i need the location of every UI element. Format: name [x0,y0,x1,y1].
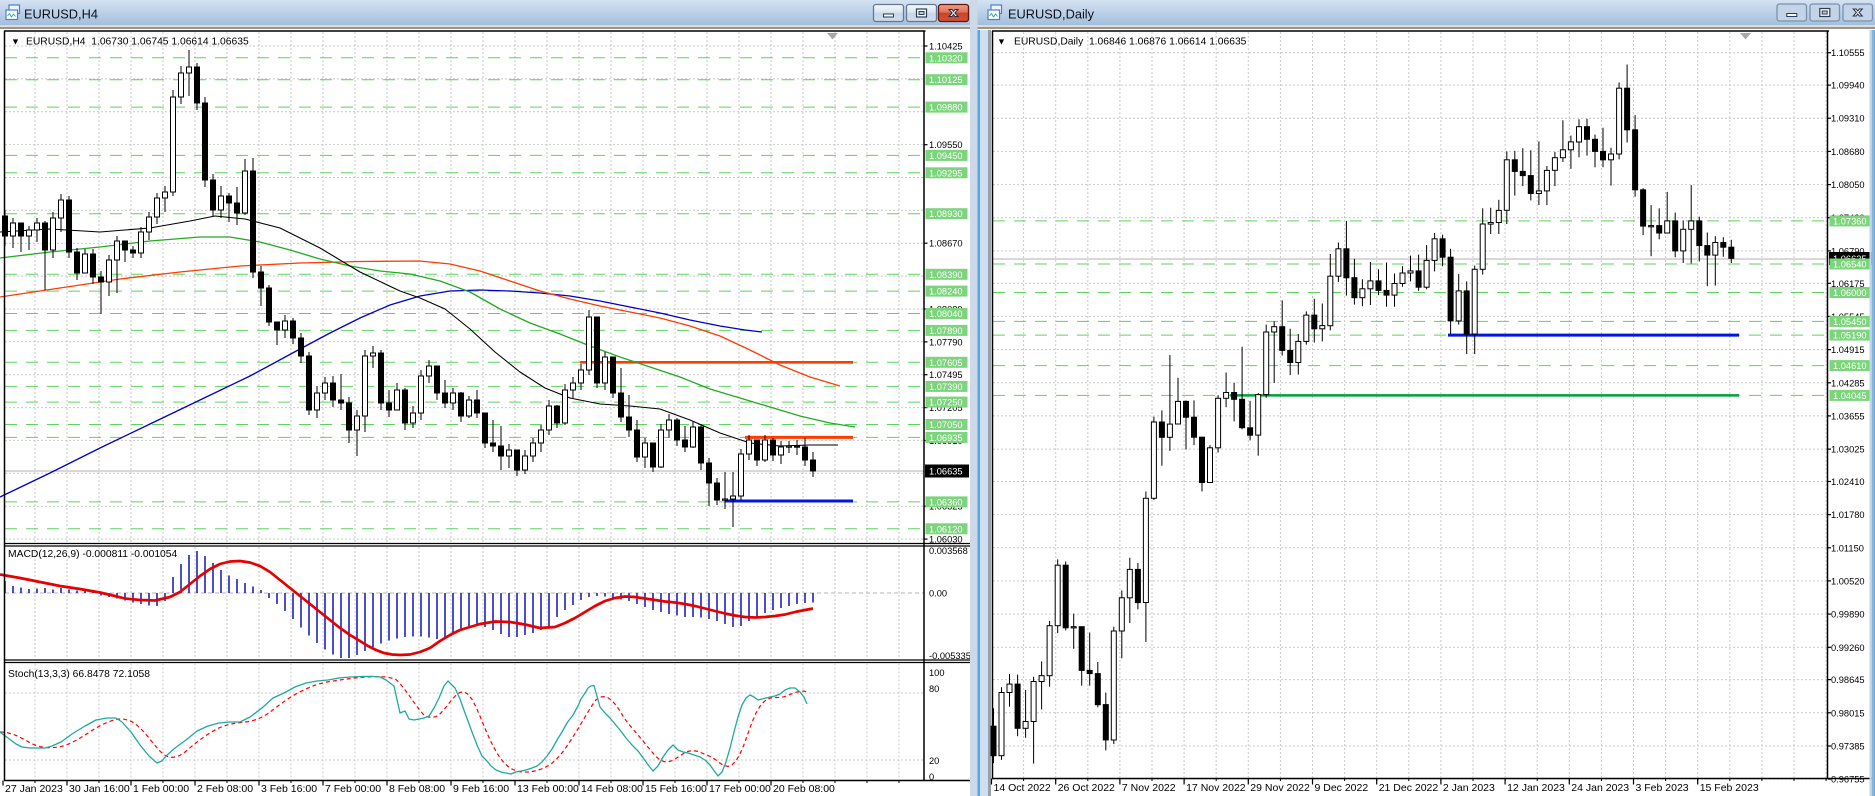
svg-text:30 Jan 16:00: 30 Jan 16:00 [69,783,130,795]
svg-text:1.10555: 1.10555 [1831,48,1865,58]
svg-text:14 Oct 2022: 14 Oct 2022 [994,782,1051,794]
svg-text:1.07390: 1.07390 [929,382,963,392]
svg-text:1.07250: 1.07250 [929,398,963,408]
svg-text:1.04915: 1.04915 [1831,345,1865,355]
svg-text:0: 0 [929,772,934,782]
svg-text:1.10125: 1.10125 [929,75,963,85]
svg-text:1.06790: 1.06790 [1831,246,1865,256]
svg-text:20: 20 [929,756,939,766]
svg-text:1.05190: 1.05190 [1833,331,1867,341]
svg-text:1.07050: 1.07050 [929,420,963,430]
svg-text:1.02410: 1.02410 [1831,477,1865,487]
svg-text:1.09310: 1.09310 [1831,114,1865,124]
svg-text:1.07890: 1.07890 [929,326,963,336]
svg-text:1.04285: 1.04285 [1831,378,1865,388]
svg-text:24 Jan 2023: 24 Jan 2023 [1571,782,1629,794]
svg-text:2 Jan 2023: 2 Jan 2023 [1443,782,1495,794]
svg-text:EURUSD,Daily 1.06846 1.06876: EURUSD,Daily 1.06846 1.06876 1.06614 1.0… [1014,37,1247,48]
svg-text:0.98015: 0.98015 [1831,708,1865,718]
svg-text:▼: ▼ [11,37,20,47]
svg-text:MACD(12,26,9) -0.000811 -0.001: MACD(12,26,9) -0.000811 -0.001054 [8,549,178,560]
svg-text:EURUSD,H4: EURUSD,H4 [24,7,98,22]
svg-text:1.05450: 1.05450 [1833,317,1867,327]
svg-text:Stoch(13,3,3) 66.8478 72.1058: Stoch(13,3,3) 66.8478 72.1058 [8,669,150,680]
svg-text:0.97385: 0.97385 [1831,742,1865,752]
svg-text:1.06540: 1.06540 [1833,260,1867,270]
svg-text:2 Feb 08:00: 2 Feb 08:00 [197,783,253,795]
svg-text:29 Nov 2022: 29 Nov 2022 [1250,782,1310,794]
svg-text:1.09550: 1.09550 [929,140,963,150]
svg-text:0.99260: 0.99260 [1831,643,1865,653]
svg-text:▼: ▼ [997,37,1006,47]
svg-text:1.08050: 1.08050 [1831,180,1865,190]
svg-text:3 Feb 16:00: 3 Feb 16:00 [261,783,317,795]
svg-text:1.08670: 1.08670 [929,239,963,249]
svg-text:0.98645: 0.98645 [1831,675,1865,685]
svg-text:1.08930: 1.08930 [929,209,963,219]
svg-text:1.06120: 1.06120 [929,524,963,534]
svg-text:1.10320: 1.10320 [929,53,963,63]
svg-text:1.10425: 1.10425 [929,42,963,52]
svg-text:1.09450: 1.09450 [929,151,963,161]
svg-text:8 Feb 08:00: 8 Feb 08:00 [389,783,445,795]
svg-text:1.09295: 1.09295 [929,168,963,178]
svg-text:1.07605: 1.07605 [929,358,963,368]
svg-text:1.09940: 1.09940 [1831,81,1865,91]
svg-text:0.99890: 0.99890 [1831,610,1865,620]
svg-text:1.08390: 1.08390 [929,270,963,280]
svg-text:1.01780: 1.01780 [1831,510,1865,520]
svg-text:27 Jan 2023: 27 Jan 2023 [5,783,63,795]
svg-text:1.03655: 1.03655 [1831,411,1865,421]
svg-text:1 Feb 00:00: 1 Feb 00:00 [133,783,189,795]
svg-text:1.00520: 1.00520 [1831,576,1865,586]
svg-text:0.003568: 0.003568 [929,546,968,556]
svg-text:1.04610: 1.04610 [1833,361,1867,371]
svg-text:15 Feb 16:00: 15 Feb 16:00 [645,783,707,795]
svg-text:20 Feb 08:00: 20 Feb 08:00 [773,783,835,795]
svg-text:-0.005335: -0.005335 [929,651,971,661]
svg-text:1.06635: 1.06635 [929,467,963,477]
svg-text:26 Oct 2022: 26 Oct 2022 [1058,782,1115,794]
svg-text:7 Nov 2022: 7 Nov 2022 [1122,782,1176,794]
svg-text:1.06360: 1.06360 [929,497,963,507]
svg-text:12 Jan 2023: 12 Jan 2023 [1507,782,1565,794]
svg-text:9 Dec 2022: 9 Dec 2022 [1315,782,1369,794]
svg-text:1.06175: 1.06175 [1831,279,1865,289]
svg-text:15 Feb 2023: 15 Feb 2023 [1700,782,1759,794]
svg-text:1.08680: 1.08680 [1831,147,1865,157]
svg-text:0.00: 0.00 [929,589,947,599]
svg-text:1.06935: 1.06935 [929,433,963,443]
svg-text:EURUSD,H4 1.06730 1.06745 1.0: EURUSD,H4 1.06730 1.06745 1.06614 1.0663… [26,37,249,48]
svg-text:1.08040: 1.08040 [929,309,963,319]
svg-text:14 Feb 08:00: 14 Feb 08:00 [581,783,643,795]
svg-text:1.01150: 1.01150 [1831,543,1864,553]
svg-text:9 Feb 16:00: 9 Feb 16:00 [453,783,509,795]
svg-text:1.09880: 1.09880 [929,103,963,113]
svg-text:0.96755: 0.96755 [1831,775,1865,785]
svg-text:1.07790: 1.07790 [929,337,963,347]
svg-text:21 Dec 2022: 21 Dec 2022 [1379,782,1439,794]
svg-text:13 Feb 00:00: 13 Feb 00:00 [517,783,579,795]
svg-text:3 Feb 2023: 3 Feb 2023 [1636,782,1689,794]
svg-text:1.04045: 1.04045 [1833,391,1867,401]
svg-text:1.06000: 1.06000 [1833,288,1867,298]
svg-text:EURUSD,Daily: EURUSD,Daily [1008,7,1095,22]
svg-text:1.03025: 1.03025 [1831,445,1865,455]
svg-text:7 Feb 00:00: 7 Feb 00:00 [325,783,381,795]
svg-text:1.08240: 1.08240 [929,287,963,297]
svg-text:80: 80 [929,684,939,694]
svg-text:1.07205: 1.07205 [929,403,963,413]
svg-text:100: 100 [929,668,945,678]
svg-text:1.07495: 1.07495 [929,370,963,380]
svg-text:1.07360: 1.07360 [1833,216,1867,226]
svg-text:17 Nov 2022: 17 Nov 2022 [1186,782,1246,794]
svg-text:17 Feb 00:00: 17 Feb 00:00 [709,783,771,795]
svg-text:1.06030: 1.06030 [929,535,963,545]
